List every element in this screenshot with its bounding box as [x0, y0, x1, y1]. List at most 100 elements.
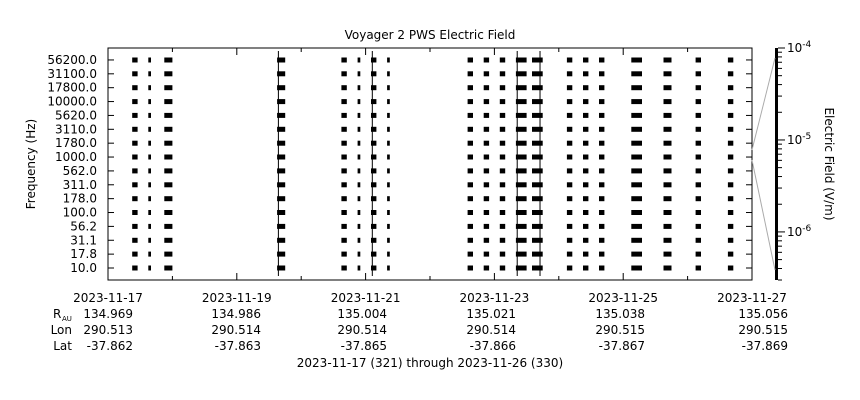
ephemeris-lat-value: -37.863 — [215, 339, 261, 353]
ephemeris-lon-value: 290.515 — [738, 323, 788, 337]
data-block — [387, 210, 390, 215]
data-block — [277, 85, 286, 91]
data-block — [164, 223, 173, 229]
data-block — [467, 223, 473, 229]
data-block — [583, 126, 589, 132]
data-block — [515, 182, 527, 188]
x-tick-label: 2023-11-23 — [460, 291, 530, 305]
ephemeris-r-value: 135.056 — [738, 307, 788, 321]
ephemeris-lat-value: -37.866 — [470, 339, 516, 353]
data-block — [277, 112, 286, 118]
data-block — [467, 168, 473, 174]
data-block — [515, 196, 527, 202]
data-block — [631, 57, 642, 63]
data-block — [387, 99, 390, 105]
data-block — [387, 126, 390, 132]
data-block — [515, 112, 527, 118]
data-block — [663, 85, 672, 91]
data-block — [387, 140, 390, 146]
data-block — [341, 168, 347, 174]
plot-frame — [107, 47, 753, 281]
data-block — [341, 85, 347, 91]
data-block — [583, 57, 589, 63]
data-block — [499, 237, 506, 243]
data-block — [357, 168, 361, 174]
y-tick-label: 17800.0 — [47, 81, 97, 95]
data-block — [164, 196, 173, 202]
data-block — [515, 71, 527, 77]
data-block — [132, 112, 138, 118]
data-block — [663, 237, 672, 243]
data-block — [277, 223, 286, 229]
data-block — [341, 210, 347, 215]
data-block — [515, 126, 527, 132]
data-block — [467, 265, 473, 271]
data-block — [583, 196, 589, 202]
colorbar-strip — [775, 48, 778, 280]
data-block — [583, 265, 589, 271]
data-block — [132, 99, 138, 105]
data-block — [532, 126, 543, 132]
data-block — [387, 196, 390, 202]
data-block — [695, 182, 701, 188]
y-tick-label: 311.0 — [63, 178, 97, 192]
data-block — [695, 168, 701, 174]
data-block — [599, 140, 605, 146]
data-block — [357, 112, 361, 118]
data-block — [566, 85, 573, 91]
data-block — [695, 251, 701, 257]
data-block — [566, 223, 573, 229]
data-block — [631, 223, 642, 229]
data-block — [132, 168, 138, 174]
data-block — [499, 154, 506, 160]
data-block — [499, 140, 506, 146]
y-tick-label: 56.2 — [70, 219, 97, 233]
data-block — [599, 85, 605, 91]
data-block — [483, 57, 490, 63]
data-block — [727, 154, 734, 160]
ephemeris-lon-value: 290.514 — [466, 323, 516, 337]
data-block — [148, 223, 151, 229]
data-block — [663, 251, 672, 257]
data-block — [499, 99, 506, 105]
data-block — [132, 223, 138, 229]
data-block — [371, 182, 377, 188]
data-block — [695, 154, 701, 160]
data-block — [467, 57, 473, 63]
ephemeris-lat-value: -37.865 — [341, 339, 387, 353]
data-block — [277, 196, 286, 202]
data-block — [277, 126, 286, 132]
ephemeris-lon-value: 290.514 — [211, 323, 261, 337]
data-block — [341, 196, 347, 202]
data-block — [277, 140, 286, 146]
data-block — [631, 126, 642, 132]
data-block — [164, 57, 173, 63]
data-block — [515, 57, 527, 63]
date-range-footer: 2023-11-17 (321) through 2023-11-26 (330… — [297, 356, 563, 370]
plot-border — [107, 47, 753, 281]
data-block — [583, 182, 589, 188]
data-block — [599, 196, 605, 202]
data-block — [357, 196, 361, 202]
data-block — [387, 71, 390, 77]
data-block — [583, 71, 589, 77]
y-tick-label: 10.0 — [70, 261, 97, 275]
data-block — [727, 168, 734, 174]
ephemeris-r-value: 135.038 — [595, 307, 645, 321]
data-block — [164, 140, 173, 146]
x-axis — [107, 48, 753, 280]
data-block — [132, 210, 138, 215]
data-block — [532, 237, 543, 243]
y-tick-label: 1780.0 — [55, 136, 97, 150]
data-block — [148, 71, 151, 77]
data-block — [277, 57, 286, 63]
data-block — [148, 182, 151, 188]
data-block — [341, 223, 347, 229]
data-block — [583, 168, 589, 174]
data-block — [357, 154, 361, 160]
data-block — [357, 237, 361, 243]
data-block — [132, 265, 138, 271]
data-block — [371, 237, 377, 243]
data-block — [695, 210, 701, 215]
